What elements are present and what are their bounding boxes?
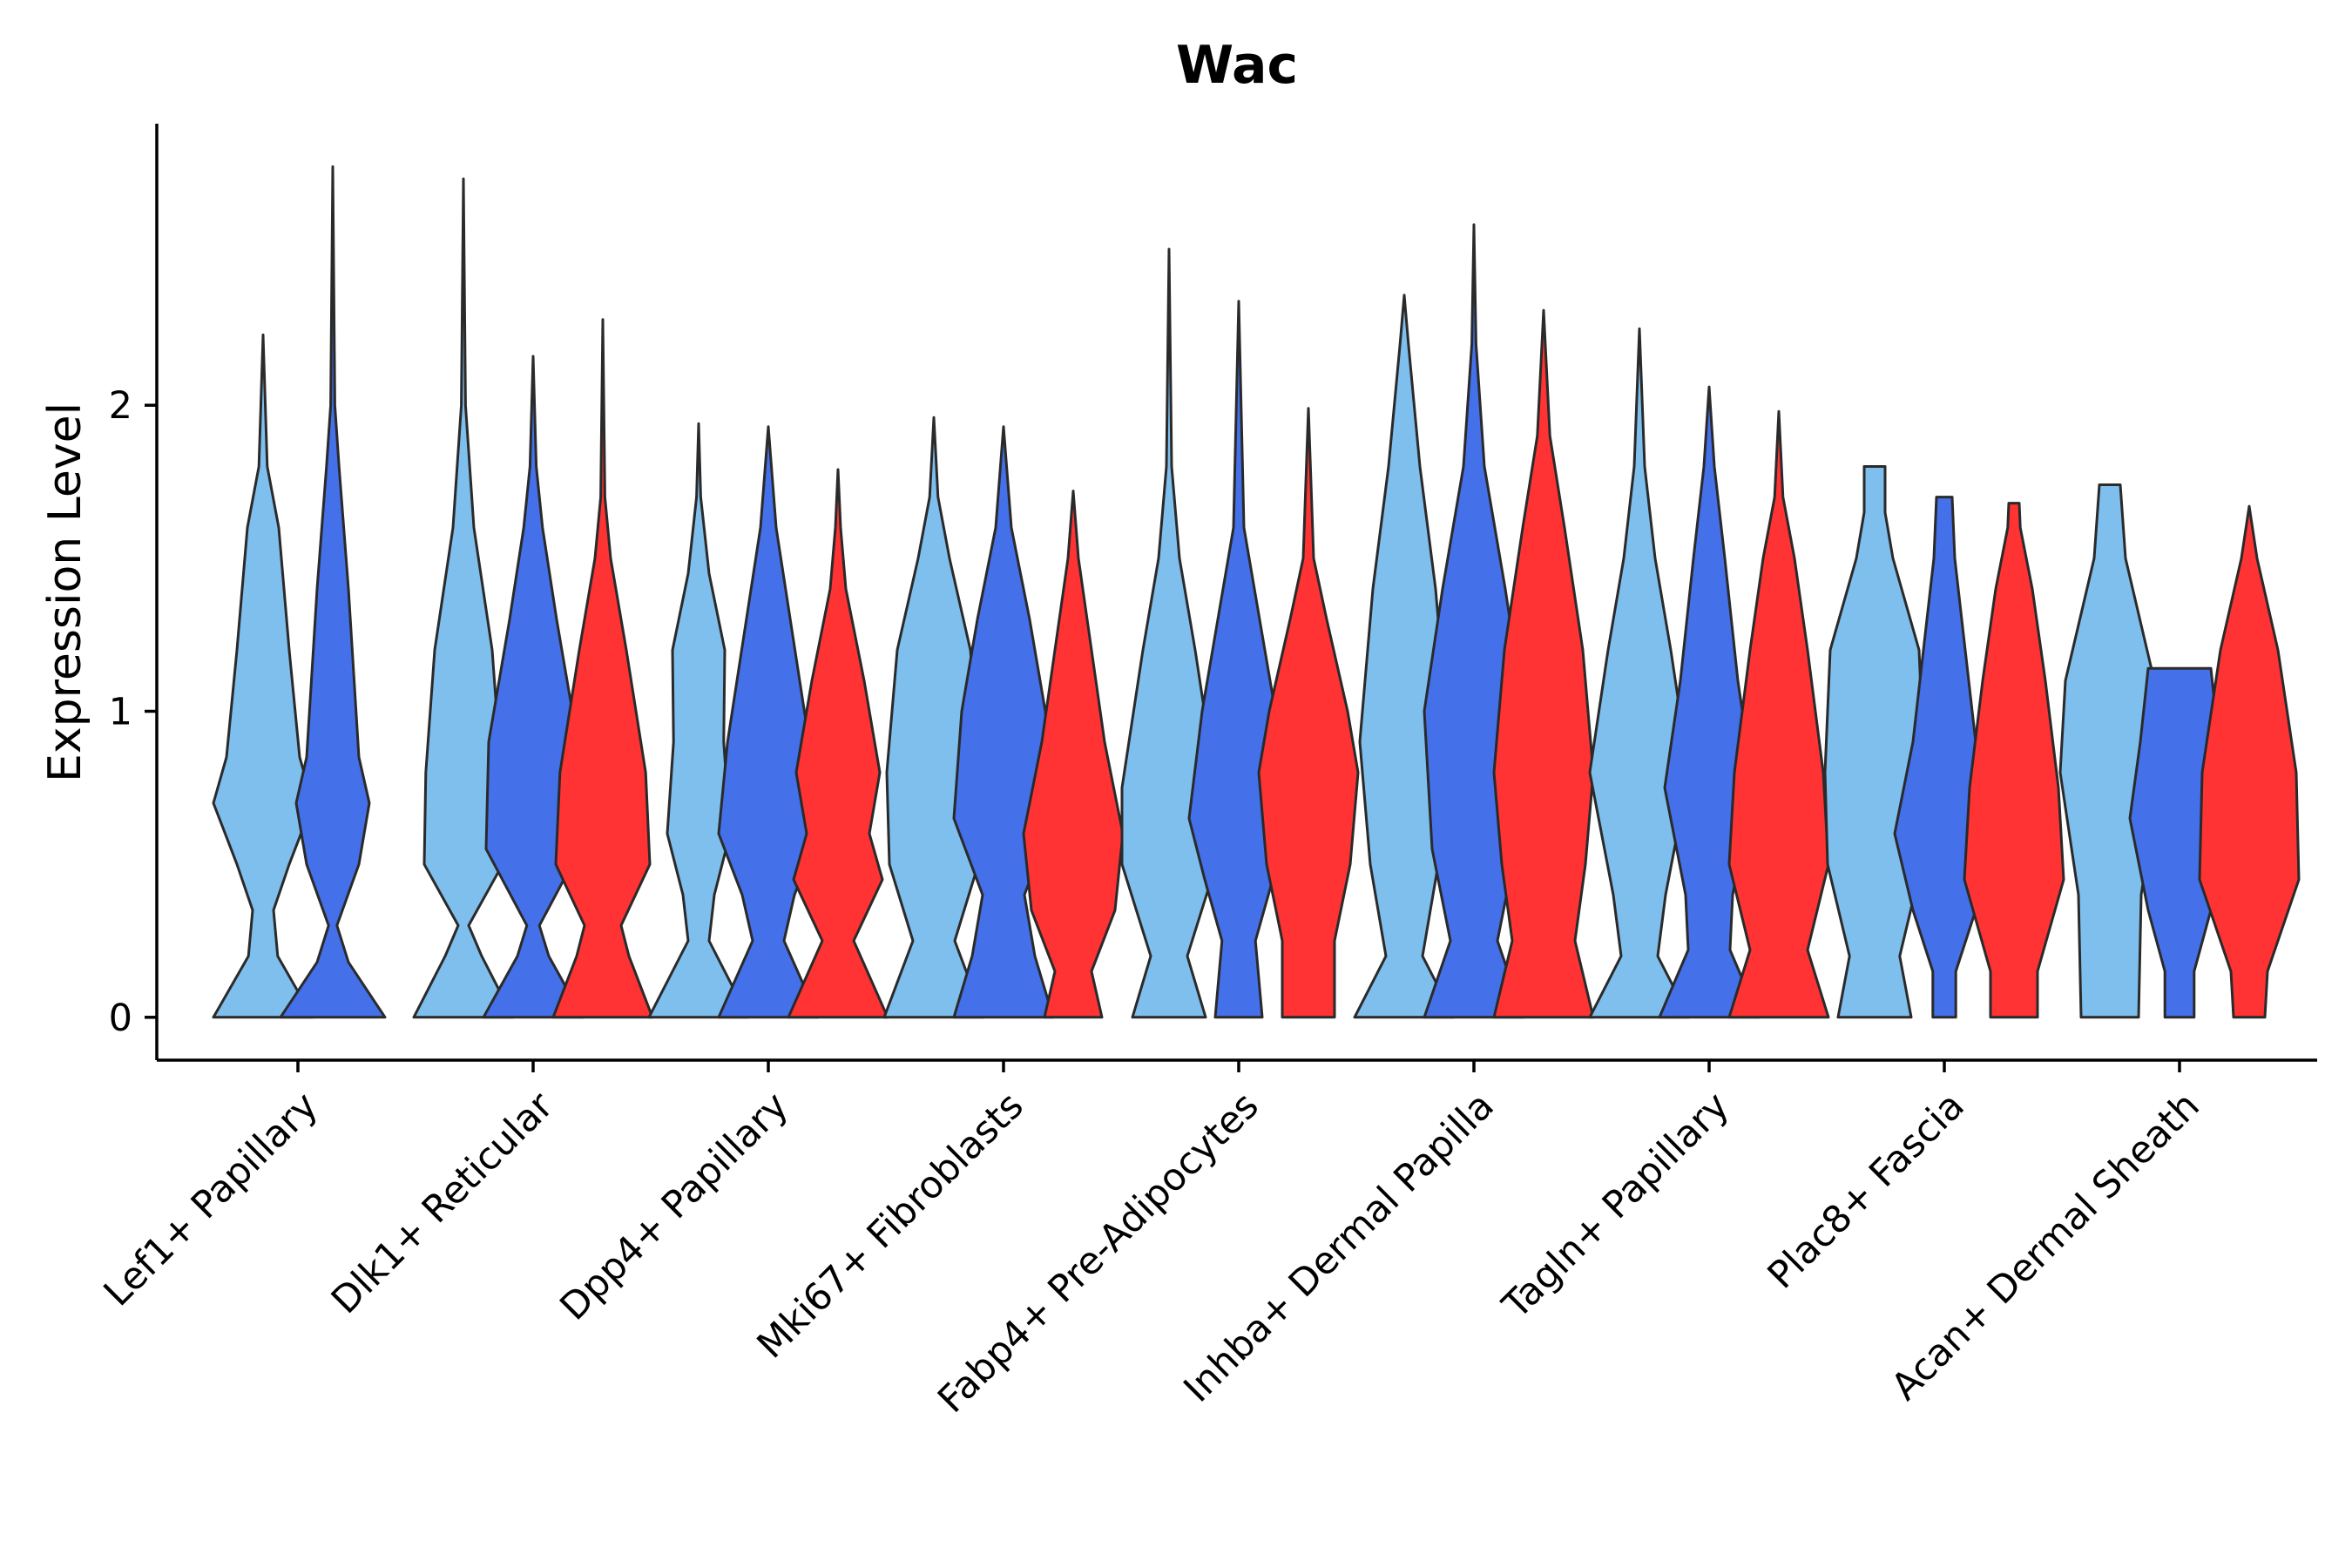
violin-7-1 [1588, 327, 1691, 1019]
violin-2-1 [412, 177, 515, 1019]
axes-layer [155, 124, 2317, 1062]
violin-3-2 [717, 425, 820, 1019]
violin-6-3 [1492, 308, 1595, 1019]
y-axis-label: Expression Level [39, 402, 91, 782]
y-tick-label: 2 [109, 384, 132, 428]
violin-5-3 [1257, 407, 1360, 1019]
x-tick-label: Dpp4+ Papillary [552, 1084, 797, 1328]
x-tick-label: Tagln+ Papillary [1494, 1084, 1738, 1328]
y-tick-label: 0 [109, 997, 132, 1040]
violin-5-2 [1187, 300, 1290, 1019]
violins-layer [212, 165, 2301, 1019]
violin-8-3 [1963, 502, 2065, 1019]
y-tick-label: 1 [109, 691, 132, 734]
y-ticks: 0 1 2 [109, 384, 157, 1040]
violin-7-3 [1727, 409, 1830, 1019]
x-tick-label: Dlk1+ Reticular [323, 1084, 562, 1322]
violin-9-3 [2198, 504, 2301, 1019]
violin-1-1 [212, 333, 314, 1019]
violin-8-1 [1823, 465, 1926, 1019]
violin-1-2 [279, 165, 387, 1019]
x-tick-label: Mki67+ Fibroblasts [749, 1084, 1032, 1367]
violin-2-2 [482, 355, 585, 1019]
violin-2-3 [551, 318, 654, 1019]
x-tick-label: Lef1+ Papillary [96, 1084, 327, 1315]
violin-4-3 [1022, 490, 1125, 1019]
violin-3-3 [787, 468, 889, 1019]
violin-5-1 [1120, 247, 1218, 1019]
x-tick-label: Plac8+ Fascia [1760, 1084, 1973, 1297]
chart-title: Wac [1176, 35, 1298, 96]
